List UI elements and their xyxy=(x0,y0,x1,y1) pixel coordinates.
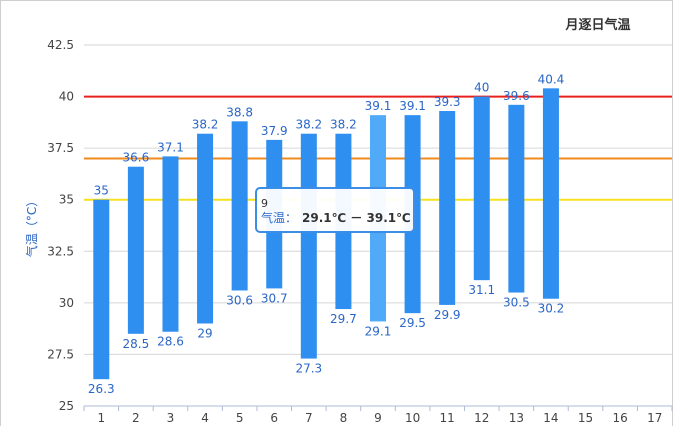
high-label: 39.1 xyxy=(399,99,426,113)
y-tick-label: 32.5 xyxy=(47,244,74,258)
chart-title: 月逐日气温 xyxy=(564,17,630,33)
low-label: 29.1 xyxy=(365,324,392,338)
high-label: 37.9 xyxy=(261,124,288,138)
x-tick-label: 5 xyxy=(236,411,244,425)
x-tick-label: 12 xyxy=(474,411,489,425)
x-tick-label: 8 xyxy=(340,411,348,425)
x-tick-label: 6 xyxy=(270,411,278,425)
high-label: 36.6 xyxy=(123,151,150,165)
x-tick-label: 17 xyxy=(647,411,662,425)
high-label: 39.6 xyxy=(503,89,530,103)
tooltip: 9 气温： 29.1℃ － 39.1℃ xyxy=(255,187,415,233)
low-label: 30.5 xyxy=(503,296,530,310)
range-bar[interactable] xyxy=(93,199,110,380)
y-tick-label: 42.5 xyxy=(47,38,74,52)
high-label: 38.2 xyxy=(330,118,357,132)
range-bar[interactable] xyxy=(162,156,179,332)
x-tick-label: 16 xyxy=(612,411,627,425)
x-tick-label: 15 xyxy=(578,411,593,425)
range-bar[interactable] xyxy=(508,104,525,293)
x-tick-label: 14 xyxy=(543,411,558,425)
x-tick-label: 9 xyxy=(374,411,382,425)
x-tick-label: 10 xyxy=(405,411,420,425)
low-label: 28.5 xyxy=(123,337,150,351)
y-tick-label: 37.5 xyxy=(47,141,74,155)
y-tick-label: 35 xyxy=(59,193,74,207)
y-tick-label: 25 xyxy=(59,399,74,413)
low-label: 29.9 xyxy=(434,308,461,322)
low-label: 30.2 xyxy=(538,302,565,316)
x-tick-label: 3 xyxy=(167,411,175,425)
y-tick-label: 40 xyxy=(59,90,74,104)
high-label: 37.1 xyxy=(157,140,184,154)
low-label: 30.6 xyxy=(226,293,253,307)
x-tick-label: 1 xyxy=(97,411,105,425)
range-bar[interactable] xyxy=(231,121,248,291)
tooltip-value: 29.1℃ － 39.1℃ xyxy=(302,211,411,225)
x-tick-label: 7 xyxy=(305,411,313,425)
range-bar[interactable] xyxy=(127,166,144,334)
y-axis-label: 气温（°C） xyxy=(24,195,39,257)
tooltip-series-label: 气温： xyxy=(261,210,297,225)
tooltip-title: 9 xyxy=(261,197,268,210)
high-label: 39.3 xyxy=(434,95,461,109)
high-label: 39.1 xyxy=(365,99,392,113)
x-tick-label: 11 xyxy=(440,411,455,425)
range-bar[interactable] xyxy=(439,111,456,305)
low-label: 27.3 xyxy=(295,362,322,376)
high-label: 38.8 xyxy=(226,105,253,119)
low-label: 29.7 xyxy=(330,312,357,326)
low-label: 31.1 xyxy=(468,283,495,297)
low-label: 29 xyxy=(197,326,212,340)
low-label: 30.7 xyxy=(261,291,288,305)
range-bar[interactable] xyxy=(197,133,214,324)
high-label: 38.2 xyxy=(192,118,219,132)
low-label: 29.5 xyxy=(399,316,426,330)
range-bar[interactable] xyxy=(300,133,317,359)
y-tick-label: 27.5 xyxy=(47,347,74,361)
low-label: 28.6 xyxy=(157,335,184,349)
x-tick-label: 2 xyxy=(132,411,140,425)
high-label: 40 xyxy=(474,81,489,95)
range-bar[interactable] xyxy=(542,88,559,299)
low-label: 26.3 xyxy=(88,382,115,396)
tooltip-box xyxy=(255,187,415,233)
x-tick-label: 13 xyxy=(509,411,524,425)
high-label: 38.2 xyxy=(295,118,322,132)
high-label: 35 xyxy=(94,184,109,198)
high-label: 40.4 xyxy=(538,72,565,86)
x-tick-label: 4 xyxy=(201,411,209,425)
range-bar[interactable] xyxy=(473,96,490,281)
y-tick-label: 30 xyxy=(59,296,74,310)
